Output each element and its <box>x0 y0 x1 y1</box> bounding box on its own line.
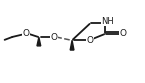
Text: O: O <box>119 29 126 38</box>
Text: NH: NH <box>101 17 114 26</box>
Text: O: O <box>51 33 58 42</box>
Polygon shape <box>70 40 74 50</box>
Text: O: O <box>22 29 29 38</box>
Text: O: O <box>86 36 93 45</box>
Polygon shape <box>37 37 41 46</box>
